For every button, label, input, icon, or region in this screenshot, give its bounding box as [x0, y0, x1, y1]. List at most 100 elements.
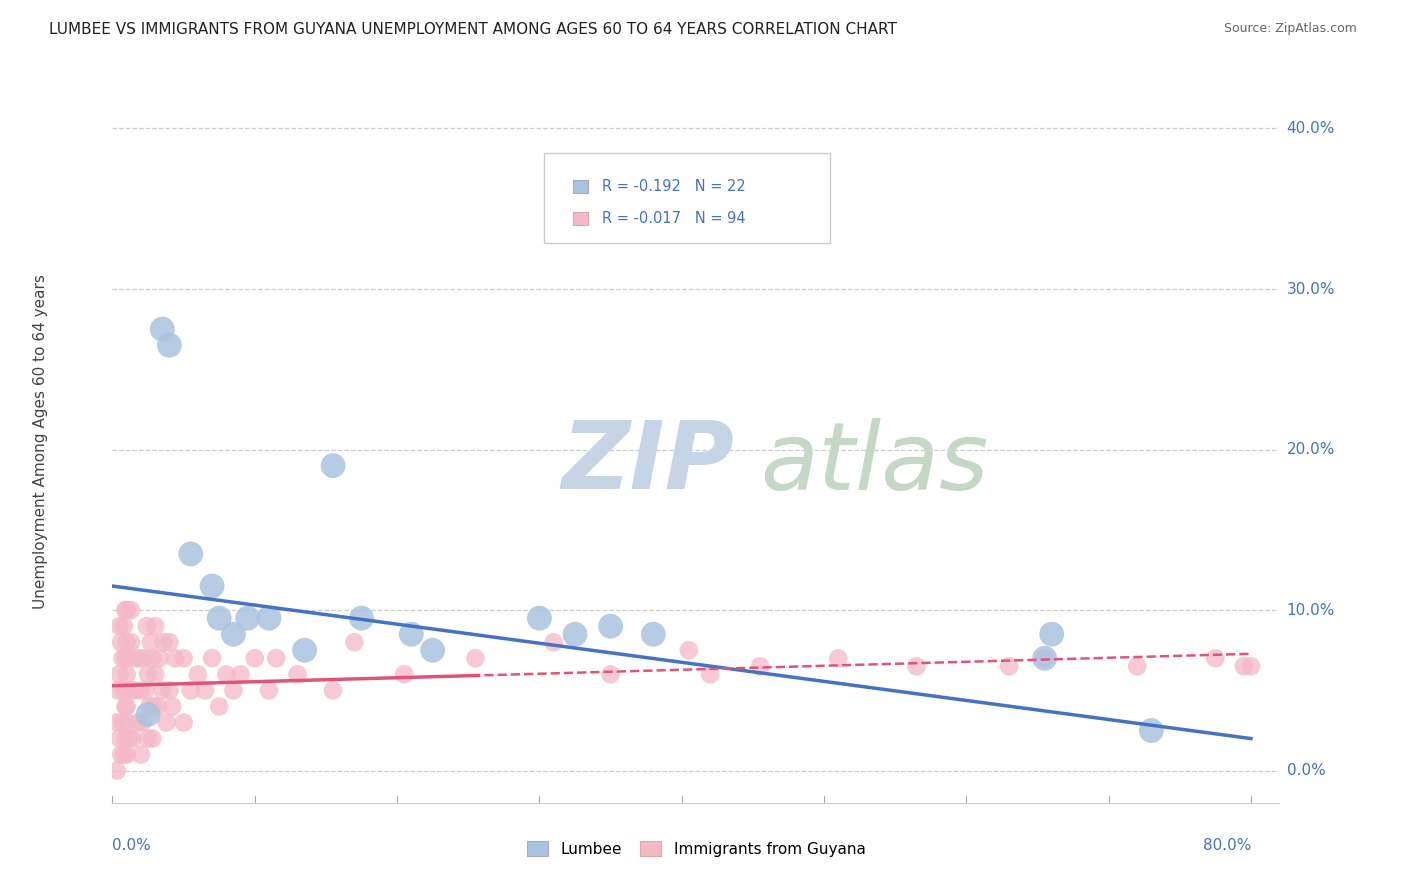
Point [1240, 659, 1263, 673]
Text: R = -0.192   N = 22: R = -0.192 N = 22 [602, 178, 747, 194]
Point [187, 667, 209, 681]
Text: atlas: atlas [761, 417, 988, 508]
Point [699, 667, 721, 681]
Point [1140, 723, 1163, 738]
Point [148, 651, 170, 665]
Point [115, 699, 138, 714]
Point [257, 611, 280, 625]
Point [1040, 627, 1063, 641]
Point [127, 715, 149, 730]
Point [422, 643, 444, 657]
Point [120, 683, 142, 698]
Point [120, 635, 142, 649]
Point [208, 699, 231, 714]
Legend: Lumbee, Immigrants from Guyana: Lumbee, Immigrants from Guyana [526, 841, 866, 856]
Point [464, 651, 486, 665]
Text: 30.0%: 30.0% [1286, 282, 1336, 296]
Point [343, 635, 366, 649]
Point [394, 667, 416, 681]
Point [146, 699, 169, 714]
Point [150, 322, 173, 336]
Point [131, 715, 153, 730]
Point [122, 683, 145, 698]
Point [1233, 659, 1256, 673]
Text: 20.0%: 20.0% [1286, 442, 1334, 457]
Point [108, 667, 131, 681]
Point [111, 715, 134, 730]
Point [264, 651, 287, 665]
Point [115, 603, 138, 617]
Point [105, 764, 128, 778]
Point [120, 603, 142, 617]
Text: 40.0%: 40.0% [1286, 121, 1334, 136]
Point [114, 651, 136, 665]
Point [112, 619, 135, 633]
Point [124, 651, 146, 665]
Point [135, 619, 157, 633]
Point [1126, 659, 1149, 673]
Text: LUMBEE VS IMMIGRANTS FROM GUYANA UNEMPLOYMENT AMONG AGES 60 TO 64 YEARS CORRELAT: LUMBEE VS IMMIGRANTS FROM GUYANA UNEMPLO… [49, 22, 897, 37]
Point [157, 635, 180, 649]
Point [114, 731, 136, 746]
Point [134, 683, 156, 698]
Point [107, 683, 129, 698]
Text: R = -0.017   N = 94: R = -0.017 N = 94 [602, 211, 745, 227]
Point [543, 635, 565, 649]
Point [112, 683, 135, 698]
Point [294, 643, 316, 657]
Point [121, 731, 143, 746]
Point [287, 667, 309, 681]
Point [115, 635, 138, 649]
Point [678, 643, 700, 657]
Text: 0.0%: 0.0% [112, 838, 152, 853]
Point [194, 683, 217, 698]
Point [350, 611, 373, 625]
Point [827, 651, 849, 665]
Point [643, 627, 665, 641]
Point [141, 731, 163, 746]
Text: 0.0%: 0.0% [1286, 764, 1326, 778]
Point [155, 715, 177, 730]
Point [143, 667, 166, 681]
Point [139, 635, 162, 649]
Point [143, 619, 166, 633]
Point [115, 667, 138, 681]
Point [243, 651, 266, 665]
Point [208, 611, 231, 625]
Point [142, 699, 165, 714]
Point [749, 659, 772, 673]
Point [112, 747, 135, 762]
Point [165, 651, 187, 665]
Point [215, 667, 238, 681]
Point [162, 699, 184, 714]
Point [599, 619, 621, 633]
Point [115, 651, 138, 665]
Text: Source: ZipAtlas.com: Source: ZipAtlas.com [1223, 22, 1357, 36]
Point [115, 747, 138, 762]
Point [173, 715, 195, 730]
Point [110, 747, 132, 762]
Point [105, 715, 128, 730]
Point [236, 611, 259, 625]
Point [222, 627, 245, 641]
Point [141, 651, 163, 665]
Text: 80.0%: 80.0% [1202, 838, 1251, 853]
Point [138, 699, 160, 714]
Point [1204, 651, 1226, 665]
Point [108, 619, 131, 633]
Point [136, 731, 159, 746]
Point [150, 683, 173, 698]
Text: 10.0%: 10.0% [1286, 603, 1334, 617]
Point [108, 731, 131, 746]
Point [257, 683, 280, 698]
Point [118, 731, 141, 746]
Point [529, 611, 551, 625]
Point [110, 635, 132, 649]
Point [128, 651, 150, 665]
Point [599, 667, 621, 681]
Point [180, 683, 202, 698]
Point [157, 683, 180, 698]
Point [1033, 651, 1056, 665]
Point [114, 699, 136, 714]
Point [114, 603, 136, 617]
